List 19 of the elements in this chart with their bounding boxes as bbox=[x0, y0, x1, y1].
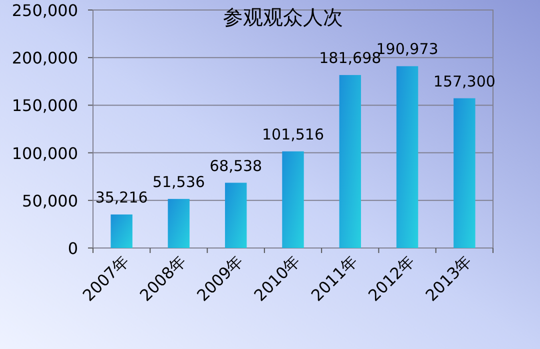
data-label: 101,516 bbox=[262, 125, 324, 144]
bar bbox=[168, 198, 190, 248]
y-tick-label: 250,000 bbox=[12, 1, 78, 20]
y-tick-label: 50,000 bbox=[22, 191, 78, 210]
y-tick-label: 150,000 bbox=[12, 96, 78, 116]
y-tick-label: 200,000 bbox=[12, 48, 78, 68]
data-label: 35,216 bbox=[95, 188, 148, 206]
bar bbox=[225, 182, 247, 248]
data-label: 68,538 bbox=[210, 156, 262, 175]
y-tick-label: 100,000 bbox=[12, 144, 78, 163]
bar bbox=[282, 151, 304, 248]
data-label: 157,300 bbox=[433, 72, 496, 90]
y-tick-label: 0 bbox=[68, 239, 78, 258]
bar bbox=[454, 98, 476, 248]
bar bbox=[396, 66, 418, 248]
data-label: 51,536 bbox=[152, 172, 205, 191]
bar bbox=[110, 214, 132, 248]
chart-title: 参观观众人次 bbox=[223, 7, 343, 29]
bar bbox=[339, 75, 361, 248]
